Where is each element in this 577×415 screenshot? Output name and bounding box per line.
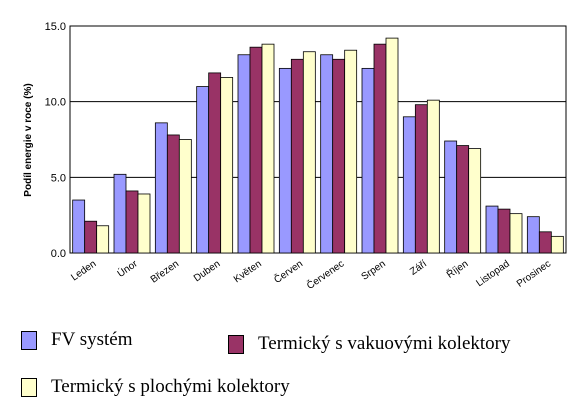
- y-axis-label: Podíl energie v roce (%): [23, 83, 34, 196]
- legend-item-ploche: Termický s plochými kolektory: [21, 376, 290, 398]
- legend-item-vakuove: Termický s vakuovými kolektory: [228, 333, 510, 355]
- bar-series-3: [302, 51, 316, 254]
- bar-series-3: [385, 37, 399, 254]
- y-tick-label: 0.0: [51, 248, 66, 260]
- bars: [72, 37, 564, 254]
- bar-series-3: [96, 225, 110, 254]
- legend-swatch-vakuove: [228, 334, 244, 354]
- legend-swatch-ploche: [21, 377, 37, 397]
- bar-series-3: [261, 43, 275, 254]
- bar-series-3: [509, 213, 523, 254]
- y-tick-label: 10.0: [45, 97, 66, 109]
- bar-series-3: [426, 99, 440, 254]
- y-tick-labels: 0.0 5.0 10.0 15.0: [45, 21, 66, 260]
- bar-series-3: [220, 77, 234, 254]
- plot-area: [69, 25, 567, 254]
- bar-series-3: [550, 235, 564, 254]
- gridlines: [70, 101, 566, 178]
- bar-series-3: [344, 49, 358, 254]
- bar-series-3: [178, 139, 192, 254]
- y-tick-label: 15.0: [45, 21, 66, 33]
- y-tick-label: 5.0: [51, 172, 66, 184]
- legend-swatch-fv: [21, 330, 37, 350]
- legend-label-ploche: Termický s plochými kolektory: [51, 376, 290, 397]
- legend-label-fv: FV systém: [51, 329, 133, 350]
- legend-label-vakuove: Termický s vakuovými kolektory: [258, 333, 511, 354]
- legend-item-fv: FV systém: [21, 329, 132, 351]
- bar-series-3: [137, 193, 151, 254]
- bar-series-3: [468, 148, 482, 254]
